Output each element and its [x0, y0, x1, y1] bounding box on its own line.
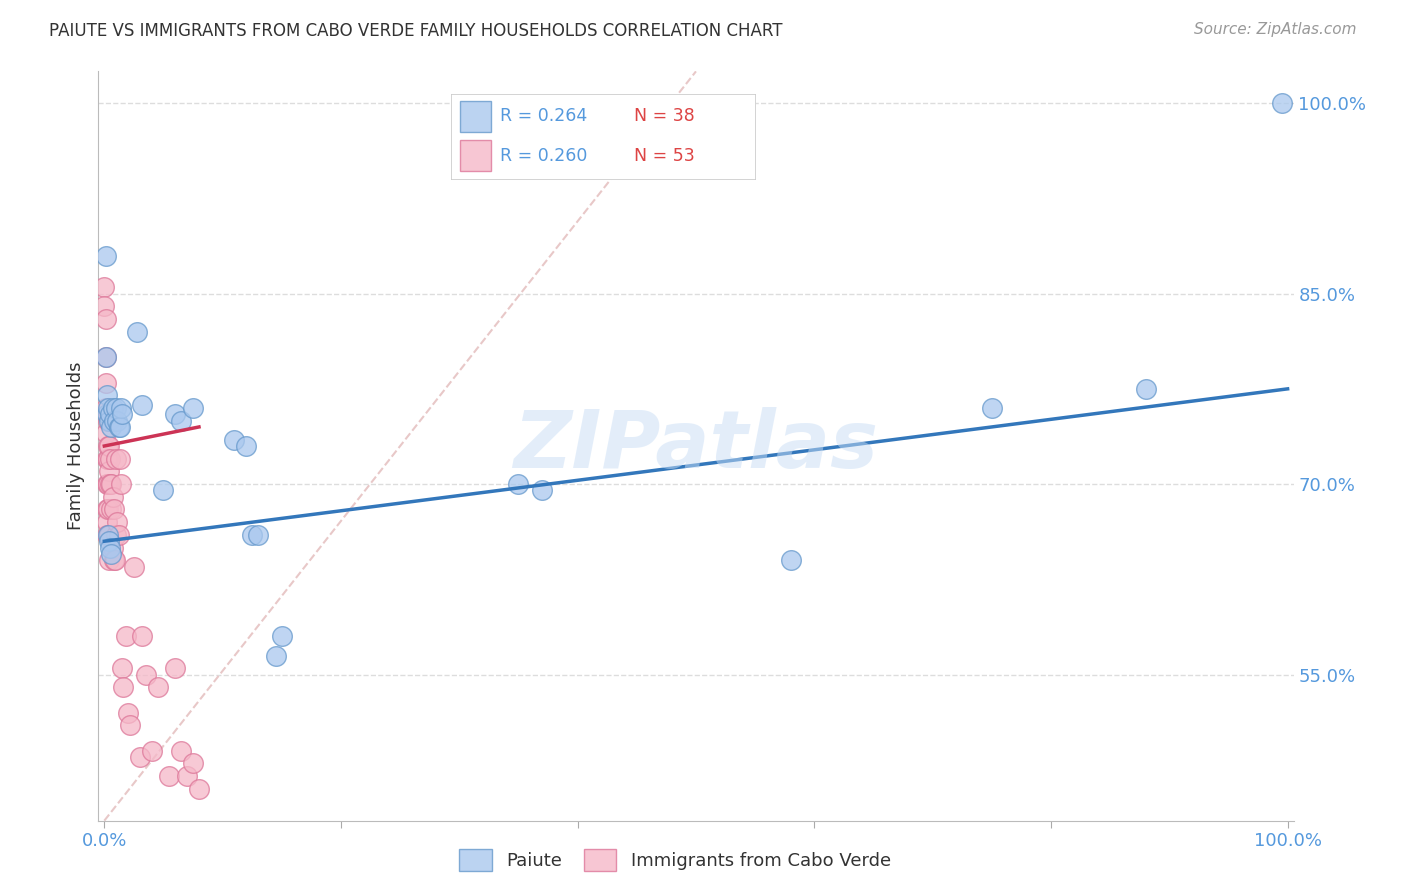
Point [101, 490, 124, 504]
Point [100, 420, 122, 434]
Point [224, 433, 246, 447]
Point [100, 502, 122, 516]
Point [127, 325, 149, 339]
Point [176, 769, 198, 783]
Point [96, 477, 118, 491]
Point [96, 407, 118, 421]
Point [96, 528, 118, 542]
Point [98, 534, 121, 549]
Point [98, 451, 121, 466]
Point [170, 414, 193, 428]
Point [96, 502, 118, 516]
Point [111, 407, 134, 421]
Point [94, 401, 117, 415]
Point [98, 477, 121, 491]
Point [270, 630, 292, 644]
Point [97, 401, 120, 415]
Point [97, 439, 120, 453]
Point [98, 553, 121, 567]
Point [188, 781, 211, 796]
Point [103, 502, 125, 516]
Point [107, 528, 129, 542]
Point [108, 420, 131, 434]
Point [94, 350, 117, 364]
Point [141, 744, 163, 758]
Point [97, 451, 120, 466]
Point [97, 528, 120, 542]
Point [105, 515, 128, 529]
Point [103, 553, 125, 567]
Point [98, 541, 121, 555]
Point [94, 312, 117, 326]
Point [94, 426, 117, 441]
Point [131, 398, 153, 412]
Point [181, 756, 204, 771]
Point [157, 769, 180, 783]
Point [165, 407, 187, 421]
Point [110, 401, 132, 415]
Point [111, 661, 134, 675]
Point [98, 528, 121, 542]
Point [247, 528, 270, 542]
Point [101, 541, 124, 555]
Point [135, 667, 157, 681]
Point [96, 451, 118, 466]
Point [101, 401, 124, 415]
Point [114, 630, 136, 644]
Y-axis label: Family Households: Family Households [66, 362, 84, 530]
Point [96, 388, 118, 402]
Point [980, 401, 1002, 415]
Point [93, 280, 115, 294]
Point [97, 477, 120, 491]
Point [98, 414, 121, 428]
Point [98, 439, 121, 453]
Point [181, 401, 204, 415]
Point [122, 559, 145, 574]
Point [94, 248, 117, 262]
Point [108, 451, 131, 466]
Point [93, 299, 115, 313]
Point [165, 661, 187, 675]
Point [112, 681, 135, 695]
Text: PAIUTE VS IMMIGRANTS FROM CABO VERDE FAMILY HOUSEHOLDS CORRELATION CHART: PAIUTE VS IMMIGRANTS FROM CABO VERDE FAM… [49, 22, 783, 40]
Point [105, 451, 128, 466]
Point [240, 528, 263, 542]
Point [100, 477, 122, 491]
Point [120, 718, 142, 732]
Legend: Paiute, Immigrants from Cabo Verde: Paiute, Immigrants from Cabo Verde [451, 842, 898, 879]
Point [97, 502, 120, 516]
Point [131, 630, 153, 644]
Point [94, 350, 117, 364]
Point [105, 528, 128, 542]
Text: Source: ZipAtlas.com: Source: ZipAtlas.com [1194, 22, 1357, 37]
Point [170, 744, 193, 758]
Point [103, 414, 125, 428]
Point [146, 681, 169, 695]
Point [94, 376, 117, 390]
Text: ZIPatlas: ZIPatlas [513, 407, 879, 485]
Point [128, 750, 150, 764]
Point [1271, 96, 1294, 111]
Point [264, 648, 287, 663]
Point [531, 483, 554, 498]
Point [235, 439, 257, 453]
Point [1135, 382, 1157, 396]
Point [508, 477, 530, 491]
Point [779, 553, 801, 567]
Point [105, 414, 128, 428]
Point [97, 414, 120, 428]
Point [152, 483, 174, 498]
Point [107, 420, 129, 434]
Point [110, 477, 132, 491]
Point [105, 401, 128, 415]
Point [100, 547, 122, 561]
Point [96, 515, 118, 529]
Point [98, 407, 121, 421]
Point [117, 706, 139, 720]
Point [98, 464, 121, 478]
Point [104, 553, 127, 567]
